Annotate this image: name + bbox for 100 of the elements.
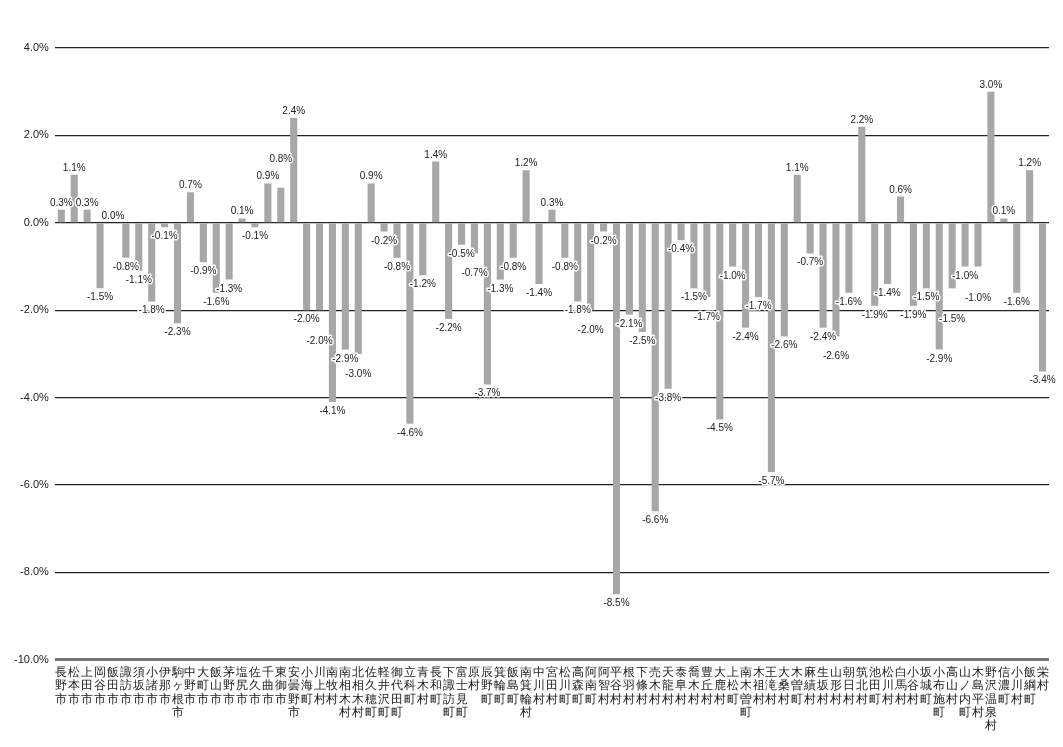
bar [341,223,349,350]
x-tick-label: 佐久穂町 [365,664,378,719]
bar [380,223,388,232]
data-label: 0.7% [179,179,202,191]
bar [251,223,259,228]
data-label: -4.5% [706,422,733,434]
bar [1013,223,1021,293]
x-tick-label: 長和町 [429,664,442,706]
bar [238,218,246,223]
x-tick-label: 飯山市 [210,664,223,706]
x-tick-label: 阿智村 [596,664,610,706]
data-label: -1.6% [203,295,230,307]
data-label: 1.4% [424,148,448,160]
bar [509,223,517,258]
x-tick-label: 南箕輪村 [519,664,533,719]
x-tick-label: 東御市 [274,664,287,706]
data-label: -0.8% [551,260,579,272]
data-label: -2.3% [164,326,191,338]
data-label: -0.1% [241,230,269,242]
x-tick-label: 中野市 [184,664,197,706]
data-label: 0.3% [49,196,73,208]
x-tick-label: 北相木村 [351,664,365,719]
bar [199,223,207,263]
x-tick-label: 栄村 [1035,664,1049,693]
y-tick-label: 4.0% [23,41,50,54]
bar [186,192,194,223]
x-tick-label: 辰野町 [481,664,494,706]
data-label: -0.7% [797,256,824,268]
data-label: -1.1% [125,273,152,285]
data-label: -1.7% [693,311,721,323]
data-label: -0.8% [383,260,411,272]
data-label: -2.9% [926,352,953,364]
x-tick-label: 天龍村 [661,664,675,706]
x-tick-label: 信濃町 [997,664,1010,706]
data-label: -0.2% [590,234,617,246]
data-label: -0.9% [190,265,217,277]
x-tick-label: 上田市 [81,664,94,706]
data-label: -2.2% [435,321,462,333]
x-tick-label: 上松町 [726,664,739,706]
x-tick-label: 麻績村 [803,664,817,706]
x-tick-label: 長野市 [55,664,68,706]
x-tick-label: 青木村 [415,664,429,706]
y-tick-label: -2.0% [20,303,50,316]
data-label: -1.5% [939,313,966,325]
x-tick-label: 木島平村 [970,664,984,719]
x-tick-label: 王滝村 [764,664,778,706]
x-tick-label: 生坂村 [816,664,830,706]
data-label: -1.6% [1003,295,1030,307]
x-tick-label: 立科町 [403,664,416,706]
bar [974,223,982,267]
data-label: -3.7% [474,387,501,399]
x-tick-label: 池田町 [868,664,881,706]
bar [858,126,866,223]
x-tick-label: 松川村 [880,664,894,706]
bar [922,223,930,289]
data-label: -0.2% [371,234,398,246]
x-tick-label: 松川町 [558,664,571,706]
x-tick-label: 南相木村 [338,664,352,719]
data-label: 0.3% [75,196,99,208]
bar [561,223,569,258]
data-label: -4.6% [396,426,424,438]
data-label: 0.1% [230,205,254,217]
data-label: -8.5% [603,597,630,609]
data-label: 0.8% [269,152,293,164]
data-label: -0.4% [667,243,695,255]
data-label: -2.4% [809,330,837,342]
bar [277,187,285,223]
x-tick-label: 根羽村 [622,664,636,706]
bar [884,223,892,284]
data-label: 2.4% [282,104,306,116]
bar [729,223,737,267]
x-tick-label: 売木村 [648,664,662,706]
bar [303,223,311,311]
y-tick-label: -6.0% [20,478,50,491]
bar [419,223,427,276]
data-label: -1.0% [964,291,992,303]
data-label: -1.5% [86,291,114,303]
data-label: -3.4% [1029,374,1056,386]
data-label: 0.9% [256,170,280,182]
bar [1038,223,1047,372]
data-label: -0.7% [461,267,488,279]
bar [264,183,272,223]
x-tick-label: 軽井沢町 [378,664,391,719]
x-tick-label: 白馬村 [893,664,907,706]
data-label: -2.9% [332,352,359,364]
bar [600,223,608,232]
y-tick-label: 0.0% [23,215,50,228]
x-tick-label: 川上村 [312,664,326,706]
data-label: 1.1% [62,161,86,173]
y-tick-label: -8.0% [20,565,50,578]
data-label: -1.2% [409,278,436,290]
x-tick-label: 南牧村 [325,664,339,706]
x-tick-label: 喬木村 [686,664,700,706]
bar [793,174,801,223]
x-tick-label: 茅野市 [223,664,236,706]
data-label: 0.6% [889,183,913,195]
x-tick-label: 小海町 [300,664,313,706]
data-label: -2.4% [732,330,759,342]
bar [458,223,466,245]
x-tick-label: 箕輪町 [494,664,507,706]
